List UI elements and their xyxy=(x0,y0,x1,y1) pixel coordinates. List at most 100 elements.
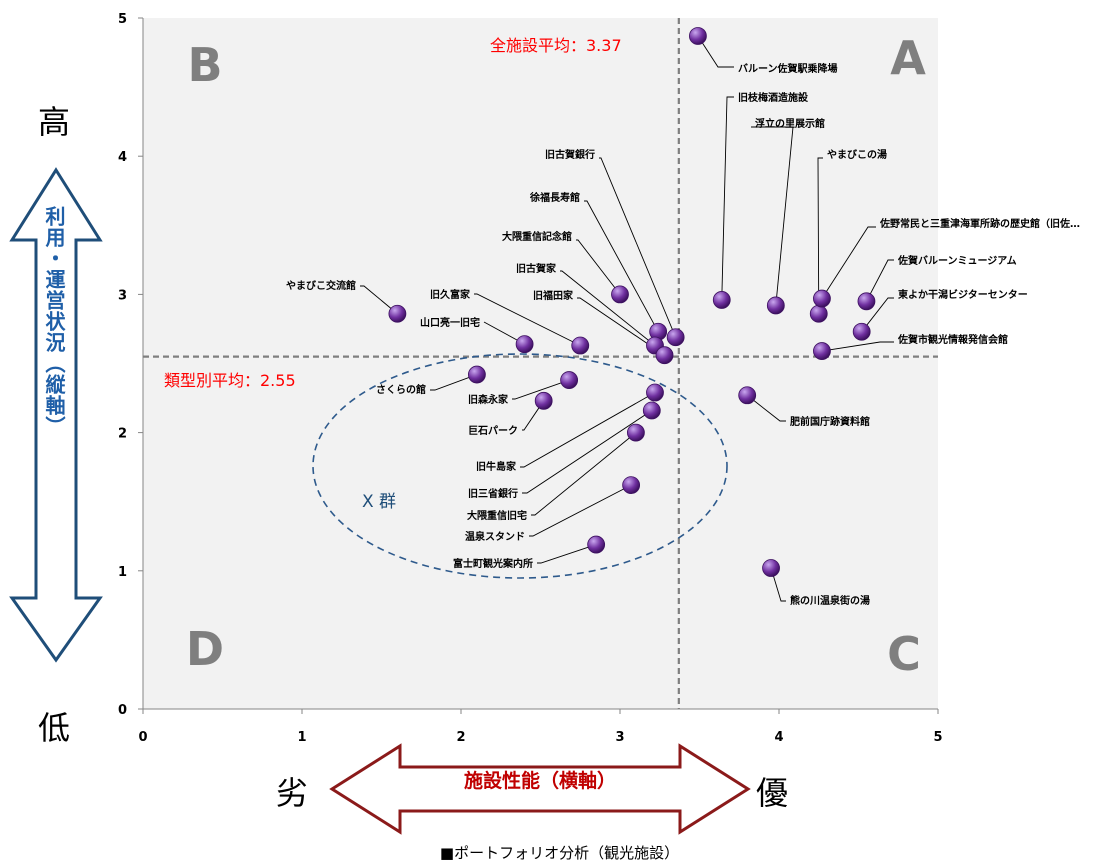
y-axis-double-arrow xyxy=(9,167,103,663)
data-point xyxy=(666,328,685,347)
point-label: 浮立の里展示館 xyxy=(755,117,825,130)
leader-line xyxy=(746,394,786,422)
x-axis-double-arrow xyxy=(329,743,751,835)
quadrant-label-a: A xyxy=(890,31,926,85)
leader-line xyxy=(821,341,894,352)
data-point xyxy=(738,386,757,405)
point-label: 旧古賀家 xyxy=(516,262,557,275)
leader-line xyxy=(861,297,894,332)
leader-line xyxy=(576,239,621,295)
data-point xyxy=(467,365,486,384)
x-tick-label: 4 xyxy=(774,730,783,745)
data-points xyxy=(388,27,876,577)
point-label: 佐賀バルーンミュージアム xyxy=(897,254,1017,267)
plot-area xyxy=(143,18,938,709)
data-point xyxy=(388,304,407,323)
axes: 0 1 2 3 4 5 0 1 2 3 4 5 xyxy=(118,12,943,745)
leader-line xyxy=(520,392,656,468)
y-average-label: 類型別平均：2.55 xyxy=(164,371,296,390)
x-tick-label: 0 xyxy=(138,730,147,745)
leader-line xyxy=(751,126,794,306)
point-label: 山口亮一旧宅 xyxy=(420,316,480,329)
leader-line xyxy=(360,285,398,315)
leader-line xyxy=(697,35,734,68)
point-label: 熊の川温泉街の湯 xyxy=(790,594,870,607)
data-point xyxy=(655,346,674,365)
leader-line xyxy=(599,157,677,338)
y-tick-label: 3 xyxy=(118,288,127,303)
leader-line xyxy=(522,400,545,431)
poor-label: 劣 xyxy=(276,774,309,812)
data-point xyxy=(813,342,831,360)
point-label: 佐賀市観光情報発信会館 xyxy=(897,333,1008,346)
low-label: 低 xyxy=(38,709,71,747)
x-tick-label: 1 xyxy=(297,730,306,745)
leader-lines xyxy=(360,35,894,602)
x-group-ellipse xyxy=(312,353,728,579)
point-label: 大隈重信旧宅 xyxy=(467,509,527,522)
data-point xyxy=(813,289,831,308)
quadrant-label-c: C xyxy=(887,627,921,681)
leader-line xyxy=(770,567,786,602)
point-label: 東よか干潟ビジターセンター xyxy=(898,288,1028,301)
point-label: やまびこ交流館 xyxy=(286,279,356,292)
data-point xyxy=(852,322,871,341)
point-labels: バルーン佐賀駅乗降場旧枝梅酒造施設浮立の里展示館やまびこの湯佐野常民と三重津海軍… xyxy=(286,62,1080,607)
point-label: 旧三省銀行 xyxy=(468,487,518,500)
leader-line xyxy=(577,297,665,356)
x-tick-label: 3 xyxy=(615,730,624,745)
point-label: 富士町観光案内所 xyxy=(453,557,533,570)
point-label: 旧枝梅酒造施設 xyxy=(738,91,809,104)
point-label: 温泉スタンド xyxy=(465,530,525,543)
data-point xyxy=(689,27,707,45)
leader-line xyxy=(584,200,659,332)
point-label: 旧古賀銀行 xyxy=(545,148,595,161)
data-point xyxy=(642,401,661,420)
point-label: 旧久富家 xyxy=(430,288,471,301)
data-point xyxy=(515,335,534,354)
point-label: 旧牛島家 xyxy=(476,460,517,473)
data-point xyxy=(857,292,876,311)
x-tick-label: 2 xyxy=(456,730,465,745)
point-label: 肥前国庁跡資料館 xyxy=(790,415,870,428)
data-point xyxy=(627,423,645,442)
data-point xyxy=(611,285,629,304)
y-tick-label: 5 xyxy=(118,12,127,27)
x-group-label: X 群 xyxy=(362,492,396,512)
data-point xyxy=(762,559,780,577)
quadrant-label-b: B xyxy=(187,38,222,92)
y-tick-label: 1 xyxy=(118,565,127,580)
leader-line xyxy=(821,226,876,299)
y-tick-label: 2 xyxy=(118,427,127,442)
good-label: 優 xyxy=(756,774,789,812)
data-point xyxy=(587,535,606,554)
data-point xyxy=(712,291,731,309)
point-label: 巨石パーク xyxy=(468,425,518,437)
high-label: 高 xyxy=(38,103,71,141)
leader-line xyxy=(430,374,478,391)
data-point xyxy=(646,383,664,402)
figure-caption: ■ポートフォリオ分析（観光施設） xyxy=(439,844,680,862)
quadrant-labels: A B C D xyxy=(186,31,926,681)
point-label: 旧森永家 xyxy=(468,393,509,406)
leader-line xyxy=(560,270,656,346)
point-label: さくらの館 xyxy=(376,383,426,396)
leader-line xyxy=(531,432,637,516)
point-label: 徐福長寿館 xyxy=(529,191,580,204)
leader-line xyxy=(522,410,653,494)
leader-line xyxy=(537,544,597,564)
data-point xyxy=(534,391,553,410)
point-label: 大隈重信記念館 xyxy=(502,230,572,243)
leader-line xyxy=(866,259,894,302)
data-point xyxy=(809,304,828,323)
y-tick-label: 4 xyxy=(118,150,127,165)
point-label: バルーン佐賀駅乗降場 xyxy=(738,62,838,75)
point-label: やまびこの湯 xyxy=(827,148,887,161)
x-axis-title: 施設性能（横軸） xyxy=(463,770,616,792)
leader-line xyxy=(721,96,734,300)
leader-line xyxy=(512,379,570,400)
data-point xyxy=(622,476,641,495)
leader-line xyxy=(817,157,823,314)
data-point xyxy=(560,371,579,389)
